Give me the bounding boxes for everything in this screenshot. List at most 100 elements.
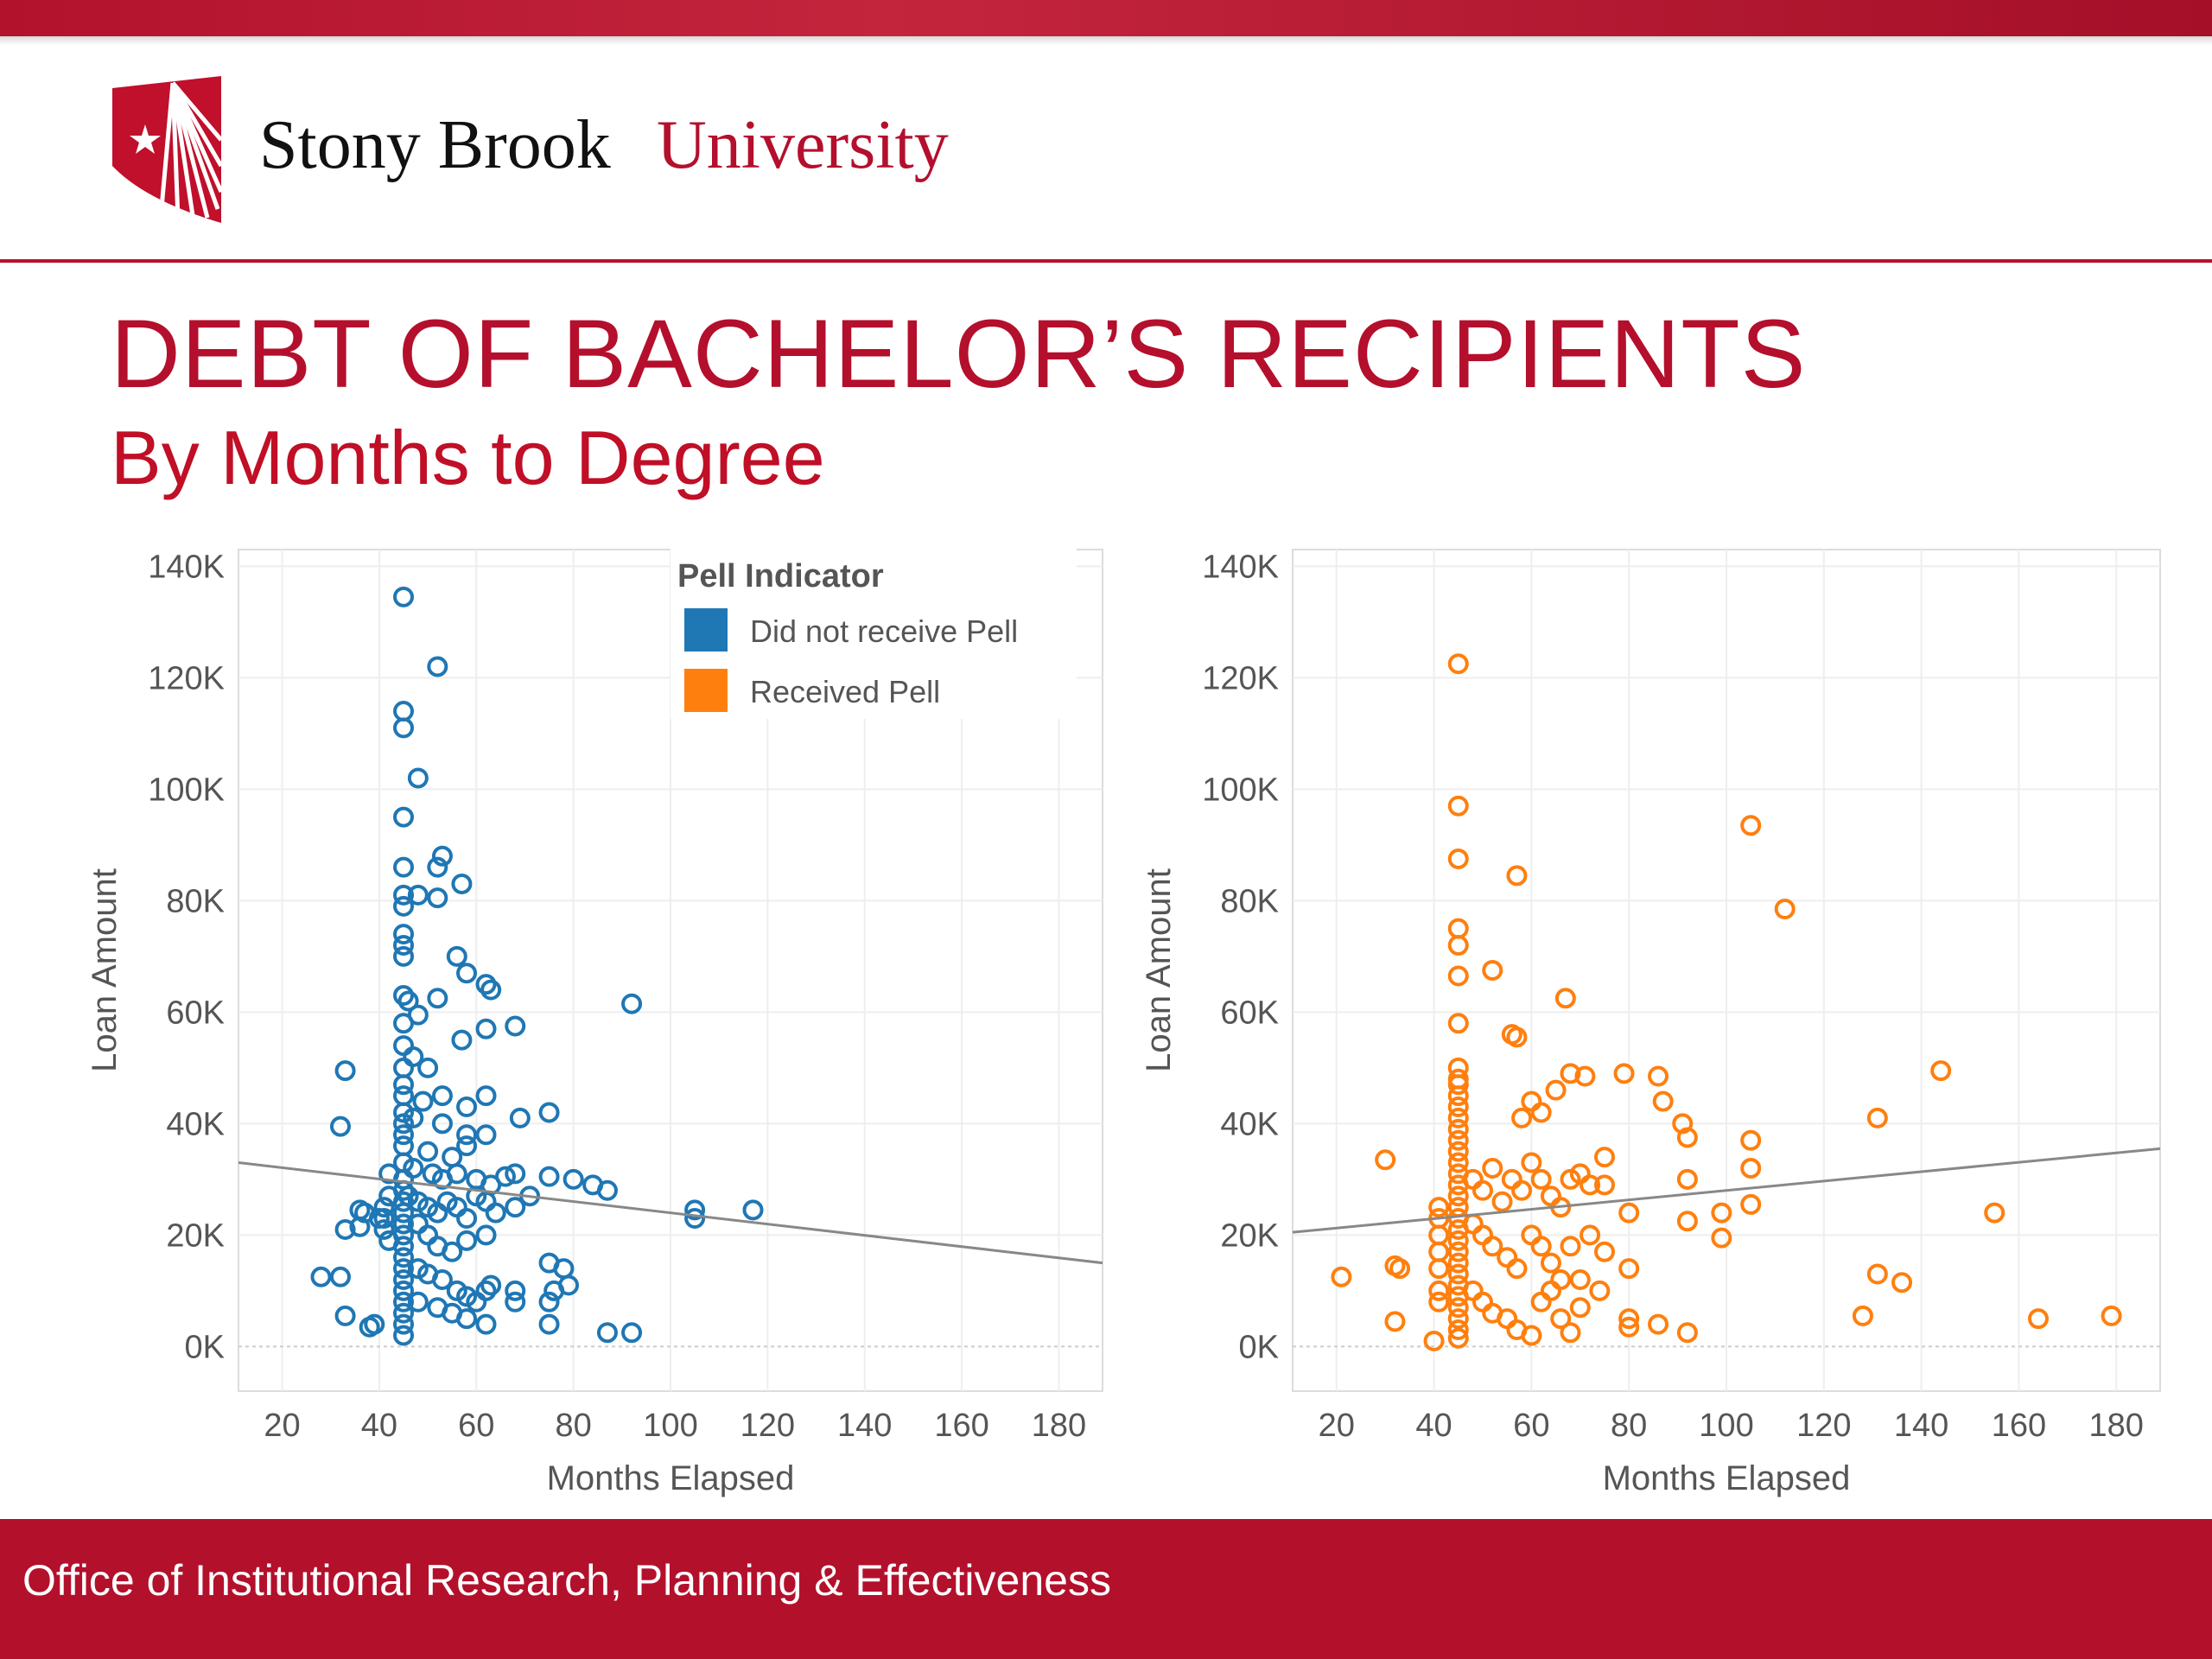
- scatter-point[interactable]: [1530, 1168, 1552, 1190]
- scatter-point[interactable]: [456, 1135, 478, 1157]
- scatter-point[interactable]: [407, 1291, 429, 1313]
- scatter-point[interactable]: [1711, 1227, 1732, 1249]
- scatter-point[interactable]: [1482, 960, 1503, 981]
- scatter-point[interactable]: [1984, 1202, 2005, 1224]
- scatter-point[interactable]: [480, 979, 502, 1001]
- scatter-point[interactable]: [1648, 1065, 1669, 1087]
- scatter-point[interactable]: [1447, 1152, 1469, 1173]
- scatter-point[interactable]: [1891, 1272, 1913, 1294]
- scatter-point[interactable]: [407, 767, 429, 789]
- scatter-point[interactable]: [427, 856, 448, 878]
- scatter-point[interactable]: [1447, 1252, 1469, 1274]
- scatter-point[interactable]: [1569, 1297, 1591, 1319]
- scatter-point[interactable]: [509, 1107, 531, 1128]
- scatter-point[interactable]: [742, 1199, 764, 1221]
- scatter-point[interactable]: [412, 1090, 434, 1112]
- scatter-point[interactable]: [475, 1124, 497, 1146]
- scatter-point[interactable]: [334, 1060, 356, 1082]
- scatter-point[interactable]: [1447, 795, 1469, 817]
- scatter-point[interactable]: [403, 1107, 424, 1128]
- scatter-point[interactable]: [1482, 1157, 1503, 1179]
- scatter-point[interactable]: [684, 1199, 706, 1221]
- scatter-point[interactable]: [1447, 934, 1469, 956]
- scatter-point[interactable]: [1384, 1311, 1406, 1332]
- scatter-point[interactable]: [1866, 1263, 1888, 1285]
- scatter-point[interactable]: [1471, 1179, 1493, 1201]
- scatter-point[interactable]: [456, 963, 478, 984]
- scatter-point[interactable]: [431, 1085, 453, 1107]
- scatter-point[interactable]: [334, 1305, 356, 1326]
- scatter-point[interactable]: [1550, 1308, 1572, 1330]
- scatter-point[interactable]: [417, 1141, 439, 1162]
- scatter-point[interactable]: [427, 656, 448, 677]
- scatter-point[interactable]: [621, 993, 643, 1014]
- scatter-point[interactable]: [1447, 1096, 1469, 1118]
- scatter-point[interactable]: [334, 1218, 356, 1240]
- scatter-point[interactable]: [1545, 1079, 1567, 1101]
- scatter-point[interactable]: [451, 1029, 473, 1051]
- scatter-point[interactable]: [1447, 1085, 1469, 1107]
- scatter-point[interactable]: [1740, 815, 1762, 836]
- scatter-point[interactable]: [393, 1268, 415, 1290]
- scatter-point[interactable]: [393, 934, 415, 956]
- scatter-point[interactable]: [393, 884, 415, 906]
- scatter-point[interactable]: [1554, 988, 1576, 1009]
- scatter-point[interactable]: [1331, 1266, 1352, 1287]
- scatter-point[interactable]: [1589, 1280, 1611, 1301]
- scatter-point[interactable]: [373, 1218, 395, 1240]
- scatter-point[interactable]: [1447, 1141, 1469, 1162]
- scatter-point[interactable]: [1506, 1027, 1528, 1048]
- scatter-point[interactable]: [1574, 1065, 1596, 1087]
- scatter-point[interactable]: [427, 988, 448, 1009]
- scatter-point[interactable]: [475, 974, 497, 995]
- scatter-point[interactable]: [505, 1015, 526, 1037]
- scatter-point[interactable]: [1676, 1127, 1698, 1148]
- scatter-point[interactable]: [1447, 1263, 1469, 1285]
- scatter-point[interactable]: [1447, 1297, 1469, 1319]
- scatter-point[interactable]: [505, 1291, 526, 1313]
- scatter-point[interactable]: [1676, 1168, 1698, 1190]
- scatter-point[interactable]: [393, 1191, 415, 1212]
- scatter-point[interactable]: [475, 1085, 497, 1107]
- scatter-point[interactable]: [1676, 1322, 1698, 1344]
- scatter-point[interactable]: [1447, 1319, 1469, 1341]
- scatter-point[interactable]: [1613, 1063, 1635, 1084]
- scatter-point[interactable]: [494, 1166, 516, 1187]
- scatter-point[interactable]: [1618, 1308, 1640, 1330]
- scatter-point[interactable]: [1447, 848, 1469, 869]
- scatter-point[interactable]: [373, 1197, 395, 1218]
- scatter-point[interactable]: [1428, 1280, 1450, 1301]
- scatter-point[interactable]: [1447, 1241, 1469, 1262]
- scatter-point[interactable]: [451, 874, 473, 895]
- scatter-point[interactable]: [393, 586, 415, 607]
- scatter-point[interactable]: [1540, 1252, 1561, 1274]
- scatter-point[interactable]: [480, 1274, 502, 1296]
- scatter-point[interactable]: [1447, 653, 1469, 675]
- scatter-point[interactable]: [393, 924, 415, 945]
- scatter-point[interactable]: [393, 1247, 415, 1268]
- scatter-point[interactable]: [621, 1322, 643, 1344]
- scatter-point[interactable]: [596, 1322, 618, 1344]
- scatter-point[interactable]: [431, 1268, 453, 1290]
- scatter-point[interactable]: [1560, 1063, 1581, 1084]
- scatter-point[interactable]: [596, 1179, 618, 1201]
- scatter-point[interactable]: [1648, 1313, 1669, 1335]
- scatter-point[interactable]: [431, 845, 453, 867]
- scatter-point[interactable]: [1618, 1202, 1640, 1224]
- scatter-point[interactable]: [1491, 1191, 1513, 1212]
- scatter-point[interactable]: [393, 806, 415, 828]
- scatter-point[interactable]: [427, 887, 448, 909]
- scatter-point[interactable]: [1506, 1258, 1528, 1280]
- scatter-point[interactable]: [1560, 1322, 1581, 1344]
- scatter-point[interactable]: [456, 1096, 478, 1118]
- scatter-point[interactable]: [1447, 1129, 1469, 1151]
- scatter-point[interactable]: [538, 1291, 560, 1313]
- scatter-point[interactable]: [485, 1202, 506, 1224]
- scatter-point[interactable]: [1521, 1152, 1542, 1173]
- scatter-point[interactable]: [1711, 1202, 1732, 1224]
- scatter-point[interactable]: [456, 1230, 478, 1251]
- scatter-point[interactable]: [1428, 1258, 1450, 1280]
- scatter-point[interactable]: [1580, 1174, 1601, 1196]
- scatter-point[interactable]: [1618, 1316, 1640, 1338]
- scatter-point[interactable]: [1852, 1305, 1873, 1326]
